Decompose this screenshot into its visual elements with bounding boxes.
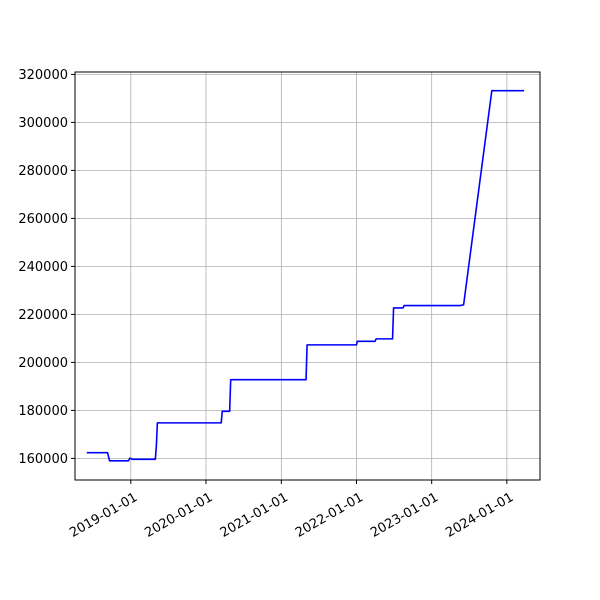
y-tick-label: 300000 bbox=[18, 116, 68, 131]
y-tick-label: 320000 bbox=[18, 68, 68, 83]
y-axis: 160000 180000 200000 220000 240000 260000 2800… bbox=[18, 68, 75, 467]
y-tick-label: 180000 bbox=[18, 404, 68, 419]
series-line bbox=[86, 89, 525, 462]
grid bbox=[75, 72, 540, 480]
y-tick-label: 280000 bbox=[18, 164, 68, 179]
series-layer bbox=[86, 89, 525, 462]
y-tick-label: 160000 bbox=[18, 452, 68, 467]
y-tick-label: 240000 bbox=[18, 260, 68, 275]
y-tick-label: 220000 bbox=[18, 308, 68, 323]
y-tick-label: 260000 bbox=[18, 212, 68, 227]
plot-frame bbox=[74, 71, 541, 481]
y-tick-label: 200000 bbox=[18, 356, 68, 371]
